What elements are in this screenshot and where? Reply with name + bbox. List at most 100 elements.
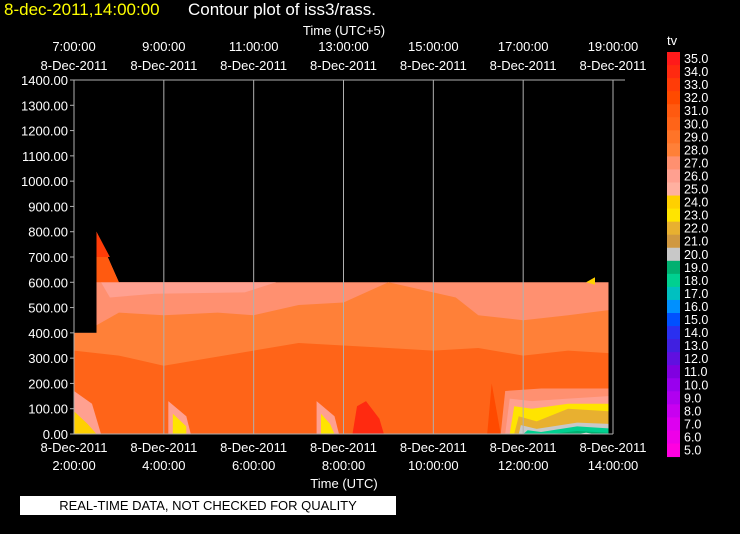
bottom-tick-date: 8-Dec-2011 — [220, 440, 287, 455]
colorbar: tv 35.034.033.032.031.030.029.028.027.026… — [667, 33, 708, 458]
colorbar-swatch — [667, 221, 680, 236]
top-right-speck — [586, 277, 595, 285]
colorbar-level-label: 34.0 — [684, 65, 708, 79]
colorbar-swatch — [667, 404, 680, 418]
colorbar-swatch — [667, 286, 680, 301]
colorbar-level-label: 11.0 — [684, 365, 707, 379]
colorbar-level-label: 35.0 — [684, 52, 708, 66]
colorbar-level-label: 29.0 — [684, 130, 708, 144]
y-tick-label: 800.00 — [28, 225, 68, 240]
top-tick-date: 8-Dec-2011 — [400, 58, 467, 73]
colorbar-swatch — [667, 130, 680, 144]
colorbar-swatch — [667, 65, 680, 79]
colorbar-level-label: 26.0 — [684, 169, 708, 183]
blob-23-a — [172, 413, 187, 434]
colorbar-level-label: 15.0 — [684, 313, 708, 327]
chart-title: Contour plot of iss3/rass. — [188, 0, 377, 19]
colorbar-level-label: 13.0 — [684, 339, 708, 353]
top-tick-date: 8-Dec-2011 — [220, 58, 287, 73]
colorbar-level-label: 21.0 — [684, 235, 708, 249]
bottom-tick-time: 10:00:00 — [408, 458, 459, 473]
colorbar-swatch — [667, 169, 680, 183]
colorbar-level-label: 22.0 — [684, 222, 708, 236]
colorbar-swatch — [667, 339, 680, 353]
bottom-tick-date: 8-Dec-2011 — [400, 440, 467, 455]
top-tick-date: 8-Dec-2011 — [41, 58, 108, 73]
blob-34 — [352, 401, 384, 434]
colorbar-swatch — [667, 104, 680, 118]
colorbar-level-label: 30.0 — [684, 117, 708, 131]
top-axis-label: Time (UTC+5) — [303, 23, 385, 38]
y-tick-label: 600.00 — [28, 275, 68, 290]
top-tick-time: 11:00:00 — [229, 39, 279, 54]
colorbar-level-label: 14.0 — [684, 326, 708, 340]
bottom-axis-label: Time (UTC) — [310, 476, 377, 491]
colorbar-swatch — [667, 260, 680, 275]
colorbar-level-label: 10.0 — [684, 378, 708, 392]
y-tick-label: 0.00 — [43, 427, 68, 442]
top-tick-date: 8-Dec-2011 — [310, 58, 377, 73]
colorbar-swatch — [667, 273, 680, 288]
colorbar-level-label: 12.0 — [684, 352, 708, 366]
header-timestamp: 8-dec-2011,14:00:00 — [4, 0, 160, 19]
colorbar-swatch — [667, 378, 680, 392]
y-tick-label: 200.00 — [28, 376, 68, 391]
colorbar-swatch — [667, 52, 680, 66]
colorbar-level-label: 5.0 — [684, 444, 701, 458]
bottom-tick-time: 4:00:00 — [142, 458, 185, 473]
bottom-tick-date: 8-Dec-2011 — [580, 440, 647, 455]
blob-32 — [487, 383, 501, 434]
colorbar-swatch — [667, 443, 680, 458]
right-19 — [550, 431, 609, 434]
colorbar-swatch — [667, 143, 680, 157]
colorbar-swatch — [667, 313, 680, 327]
colorbar-swatch — [667, 430, 680, 444]
colorbar-swatch — [667, 234, 680, 249]
colorbar-level-label: 8.0 — [684, 404, 701, 418]
colorbar-swatch — [667, 156, 680, 170]
colorbar-swatch — [667, 299, 680, 314]
y-tick-label: 400.00 — [28, 326, 68, 341]
colorbar-level-label: 33.0 — [684, 78, 708, 92]
colorbar-level-label: 25.0 — [684, 183, 708, 197]
colorbar-level-label: 16.0 — [684, 300, 708, 314]
y-tick-label: 900.00 — [28, 199, 68, 214]
colorbar-swatch — [667, 326, 680, 340]
colorbar-swatch — [667, 78, 680, 92]
colorbar-swatch — [667, 117, 680, 131]
bottom-tick-time: 14:00:00 — [588, 458, 639, 473]
quality-note: REAL-TIME DATA, NOT CHECKED FOR QUALITY — [20, 496, 396, 515]
colorbar-level-label: 24.0 — [684, 196, 708, 210]
colorbar-swatch — [667, 195, 680, 210]
colorbar-label: tv — [667, 33, 678, 48]
colorbar-level-label: 32.0 — [684, 91, 708, 105]
colorbar-level-label: 6.0 — [684, 430, 701, 444]
blob-24-left — [74, 411, 97, 434]
bottom-tick-date: 8-Dec-2011 — [41, 440, 108, 455]
colorbar-level-label: 28.0 — [684, 143, 708, 157]
top-tick-time: 7:00:00 — [52, 39, 95, 54]
top-tick-date: 8-Dec-2011 — [580, 58, 647, 73]
bottom-tick-time: 6:00:00 — [232, 458, 275, 473]
bottom-tick-date: 8-Dec-2011 — [310, 440, 377, 455]
colorbar-level-label: 9.0 — [684, 391, 701, 405]
band-26-patch — [101, 282, 277, 298]
top-tick-time: 15:00:00 — [408, 39, 459, 54]
top-tick-time: 9:00:00 — [142, 39, 185, 54]
colorbar-level-label: 18.0 — [684, 274, 708, 288]
y-tick-label: 1200.00 — [21, 124, 68, 139]
bottom-tick-time: 12:00:00 — [498, 458, 549, 473]
colorbar-level-label: 17.0 — [684, 287, 708, 301]
y-tick-label: 300.00 — [28, 351, 68, 366]
colorbar-swatch — [667, 417, 680, 431]
bottom-tick-date: 8-Dec-2011 — [130, 440, 197, 455]
y-tick-label: 1300.00 — [21, 98, 68, 113]
colorbar-level-label: 31.0 — [684, 104, 708, 118]
colorbar-swatch — [667, 247, 680, 262]
colorbar-swatch — [667, 208, 680, 223]
top-tick-date: 8-Dec-2011 — [490, 58, 557, 73]
band-30 — [74, 343, 609, 434]
y-tick-label: 100.00 — [28, 402, 68, 417]
blob-23-b — [321, 413, 335, 434]
